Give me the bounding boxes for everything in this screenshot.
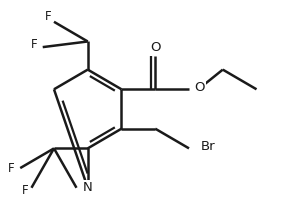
- Text: F: F: [82, 184, 89, 197]
- Text: O: O: [150, 41, 160, 54]
- Text: Br: Br: [200, 140, 215, 153]
- Text: F: F: [8, 162, 15, 175]
- Text: N: N: [83, 181, 93, 194]
- Text: F: F: [45, 10, 51, 23]
- Text: O: O: [195, 81, 205, 94]
- Text: F: F: [22, 184, 29, 197]
- Text: F: F: [31, 38, 37, 51]
